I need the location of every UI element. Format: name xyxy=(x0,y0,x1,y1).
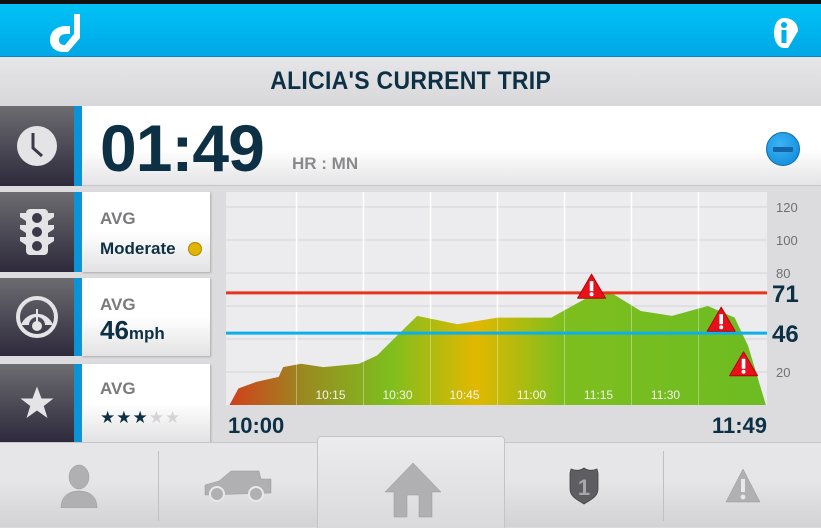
y-tick-label: 120 xyxy=(776,200,798,215)
threshold-label: 46 xyxy=(772,321,799,348)
person-icon xyxy=(60,464,98,508)
clock-icon xyxy=(17,126,57,166)
accent-bar xyxy=(74,192,82,272)
x-end-label: 11:49 xyxy=(712,413,767,438)
warning-marker-bang xyxy=(719,314,723,325)
star-empty-icon: ★ xyxy=(148,408,164,428)
trip-duration-panel: 01:49 HR : MN xyxy=(82,106,821,186)
star-filled-icon: ★ xyxy=(100,408,116,428)
rating-stat-card: AVG ★ ★ ★ ★ ★ xyxy=(82,364,210,442)
nav-home[interactable] xyxy=(317,436,505,528)
shield-number: 1 xyxy=(578,475,590,500)
traffic-light-icon xyxy=(20,209,54,255)
warning-marker-bang xyxy=(741,358,746,369)
bottom-nav: 1 xyxy=(0,436,821,528)
accent-bar xyxy=(74,106,82,186)
star-rating: ★ ★ ★ ★ ★ xyxy=(100,408,180,428)
page-title: ALICIA'S CURRENT TRIP xyxy=(270,67,551,95)
threshold-label: 71 xyxy=(772,281,799,308)
d-logo-icon[interactable] xyxy=(44,12,84,54)
traffic-stat-card: AVG Moderate xyxy=(82,192,210,272)
speed-unit: mph xyxy=(128,324,165,343)
warning-marker-bang xyxy=(589,281,594,292)
star-filled-icon: ★ xyxy=(132,408,148,428)
x-tick-label: 10:45 xyxy=(449,388,479,402)
x-tick-label: 10:15 xyxy=(315,388,345,402)
speed-stat-label: AVG xyxy=(100,295,136,314)
status-strip xyxy=(0,0,821,4)
nav-vehicle[interactable] xyxy=(159,443,317,528)
car-icon xyxy=(204,470,272,502)
star-empty-icon: ★ xyxy=(165,408,181,428)
x-tick-label: 11:15 xyxy=(584,388,613,402)
nav-alerts[interactable] xyxy=(664,443,821,528)
warning-marker-dot xyxy=(719,325,724,330)
speed-stat-value: 46mph xyxy=(100,315,165,346)
minus-circle-icon xyxy=(773,146,793,152)
nav-divider xyxy=(663,451,664,521)
traffic-stat-value: Moderate xyxy=(100,239,176,258)
x-start-label: 10:00 xyxy=(228,413,284,438)
warning-icon xyxy=(725,468,760,502)
trip-duration-unit: HR : MN xyxy=(292,154,359,173)
traffic-icon-cell xyxy=(0,192,74,272)
timer-icon-cell xyxy=(0,106,74,186)
x-tick-label: 11:30 xyxy=(651,388,680,402)
nav-profile[interactable] xyxy=(0,443,158,528)
speedometer-icon xyxy=(16,296,58,338)
accent-bar xyxy=(74,364,82,442)
y-tick-label: 80 xyxy=(776,266,790,281)
app-header xyxy=(0,4,821,57)
x-tick-label: 11:00 xyxy=(517,388,546,402)
trip-duration-value: 01:49 xyxy=(100,111,265,185)
collapse-button[interactable] xyxy=(766,132,800,166)
speed-area xyxy=(229,292,766,405)
speed-icon-cell xyxy=(0,278,74,356)
y-tick-label: 100 xyxy=(776,233,798,248)
highway-shield-icon: 1 xyxy=(569,467,599,504)
speed-value: 46 xyxy=(100,315,129,345)
traffic-stat-label: AVG xyxy=(100,209,136,228)
rating-stat-label: AVG xyxy=(100,379,136,398)
warning-marker-dot xyxy=(589,292,594,297)
speed-stat-card: AVG 46mph xyxy=(82,278,210,356)
nav-divider xyxy=(158,451,159,521)
warning-marker-dot xyxy=(741,369,746,374)
page-title-bar: ALICIA'S CURRENT TRIP xyxy=(0,57,821,106)
x-tick-label: 10:30 xyxy=(382,388,412,402)
nav-routes[interactable]: 1 xyxy=(505,443,663,528)
speed-chart-svg: 10:15 10:30 10:45 11:00 11:15 11:30 120 100 80 20… xyxy=(226,192,799,438)
speed-chart: 10:15 10:30 10:45 11:00 11:15 11:30 120 100 80 20… xyxy=(226,192,821,442)
accent-bar xyxy=(74,278,82,356)
info-icon[interactable] xyxy=(770,14,804,50)
star-icon xyxy=(20,386,54,418)
home-icon xyxy=(384,462,442,518)
star-filled-icon: ★ xyxy=(116,408,132,428)
traffic-level-indicator xyxy=(188,242,202,256)
y-tick-label: 20 xyxy=(776,365,790,380)
rating-icon-cell xyxy=(0,364,74,442)
